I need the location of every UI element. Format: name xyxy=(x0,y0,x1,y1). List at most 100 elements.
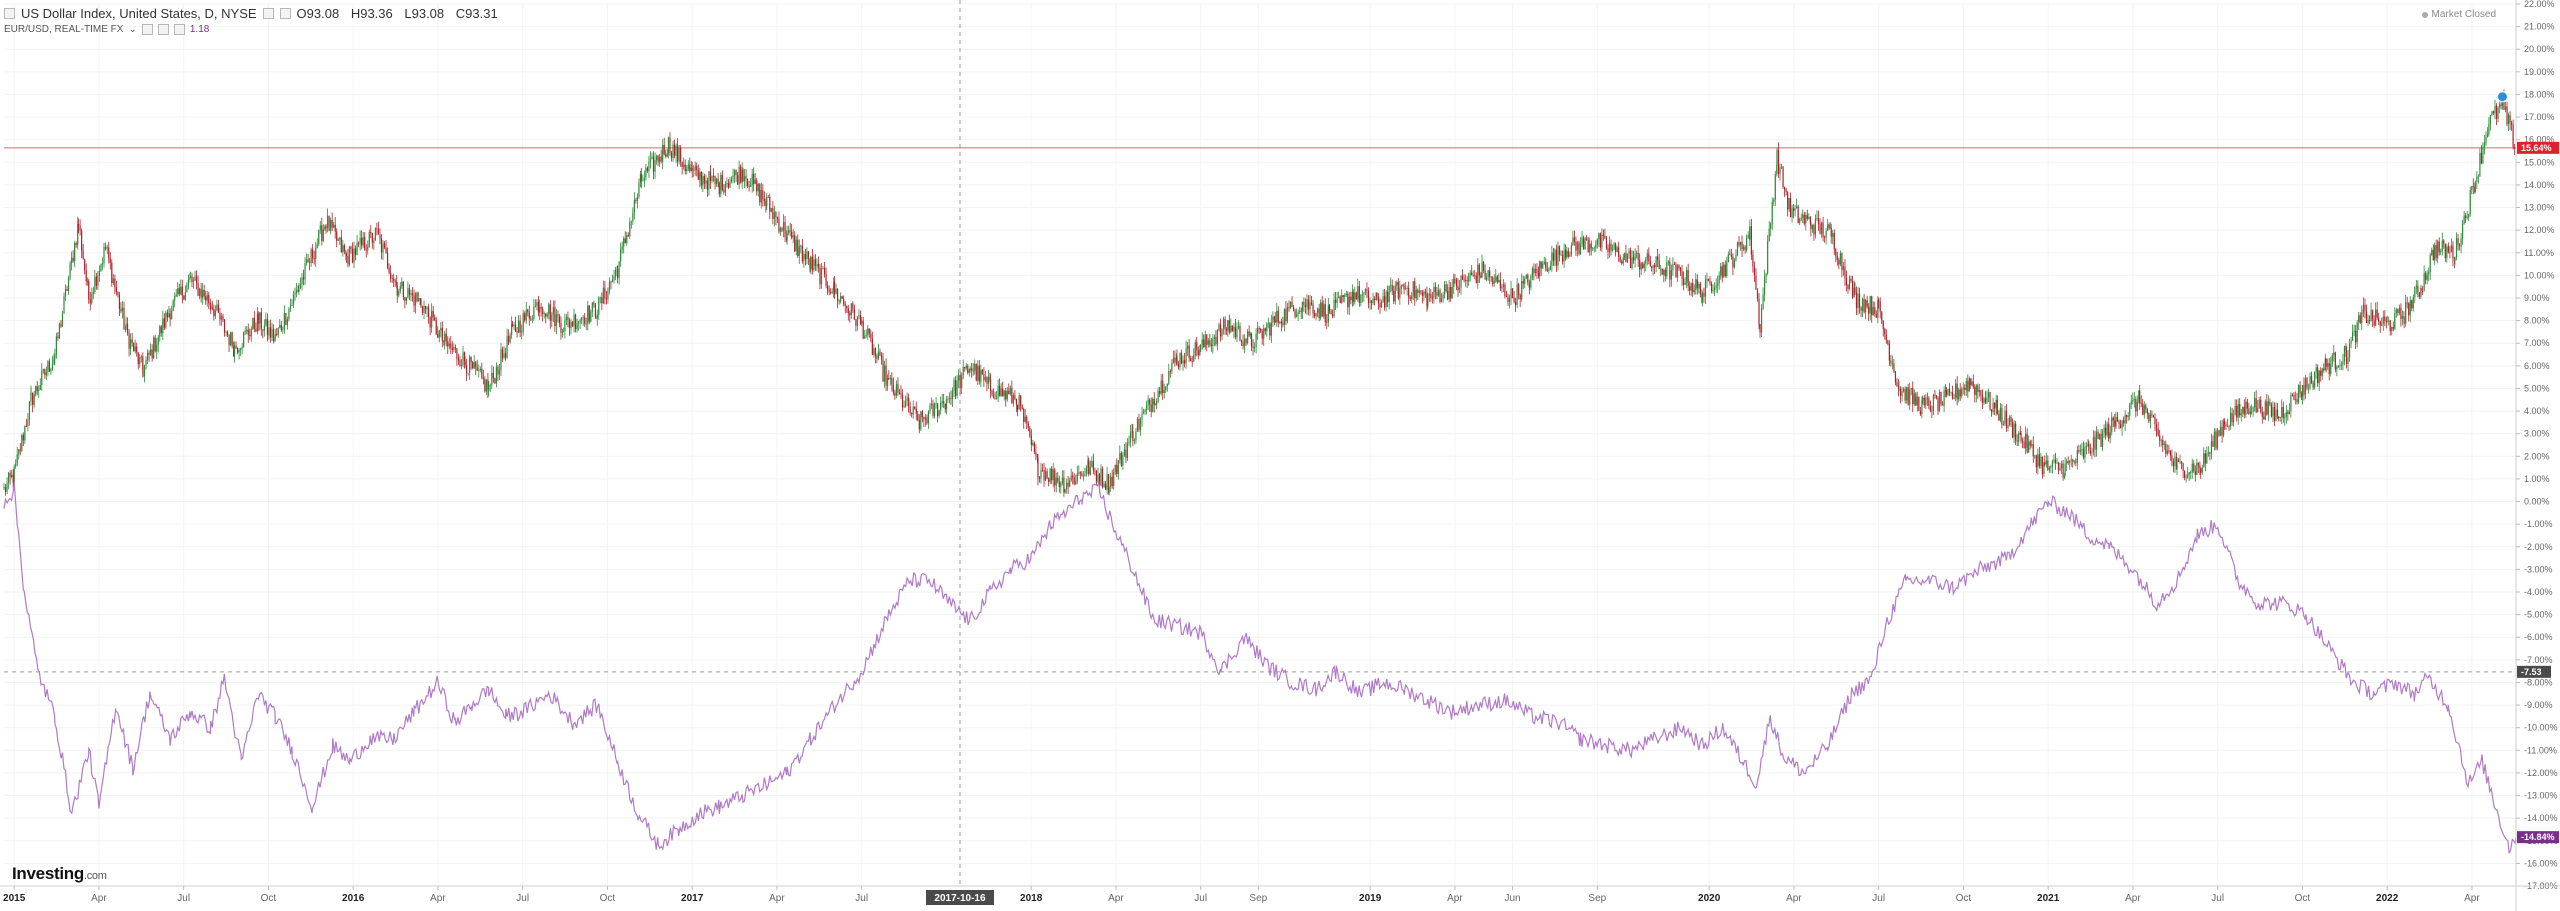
candle-body xyxy=(2212,441,2214,447)
candle-body xyxy=(1839,253,1841,265)
candle-body xyxy=(1297,311,1299,315)
candle-body xyxy=(560,323,562,333)
candle-body xyxy=(859,315,862,324)
value-labels: 15.64%-7.53-14.84% xyxy=(2496,91,2559,844)
candle-body xyxy=(2234,405,2236,416)
series2-label[interactable]: EUR/USD, REAL-TIME FX xyxy=(4,24,124,35)
candle-body xyxy=(831,291,833,293)
candle-body xyxy=(2190,471,2192,473)
candle-body xyxy=(457,358,460,361)
candle-body xyxy=(297,290,299,292)
candle-body xyxy=(1420,290,1422,293)
low-value: L93.08 xyxy=(404,6,445,21)
candle-body xyxy=(543,313,545,315)
candle-body xyxy=(325,226,327,228)
candle-body xyxy=(1578,242,1580,255)
candle-body xyxy=(2225,424,2227,427)
y-tick-label: -9.00% xyxy=(2524,700,2553,710)
candle-body xyxy=(626,235,628,244)
candle-body xyxy=(126,323,129,334)
candle-body xyxy=(1658,260,1660,269)
candle-body xyxy=(652,156,655,172)
candle-body xyxy=(1738,242,1740,246)
candle-body xyxy=(1977,385,1979,392)
candle-body xyxy=(1992,402,1994,412)
candle-body xyxy=(279,324,281,329)
settings-icon[interactable] xyxy=(262,8,274,19)
candle-body xyxy=(1521,281,1523,300)
candle-body xyxy=(994,398,996,399)
candle-body xyxy=(214,310,216,317)
candle-body xyxy=(1303,301,1305,305)
candle-body xyxy=(1191,361,1193,363)
candle-body xyxy=(394,280,396,282)
candle-body xyxy=(1482,261,1485,271)
candle-body xyxy=(2423,272,2425,292)
candle-body xyxy=(1874,307,1876,314)
candle-body xyxy=(900,393,902,395)
candle-body xyxy=(2057,462,2060,471)
candle-body xyxy=(1082,475,1084,477)
candle-body xyxy=(1567,250,1569,257)
candle-body xyxy=(228,334,230,345)
collapse-icon[interactable] xyxy=(4,8,15,19)
candle-body xyxy=(726,182,728,184)
candle-body xyxy=(1358,286,1360,304)
candle-body xyxy=(2312,382,2314,388)
candle-body xyxy=(2145,405,2147,409)
candle-body xyxy=(1765,273,1767,277)
candle-body xyxy=(1461,275,1464,279)
candle-body xyxy=(435,319,437,335)
candle-body xyxy=(1417,289,1419,293)
candle-body xyxy=(1282,323,1284,325)
candle-body xyxy=(2146,408,2148,413)
settings-icon[interactable] xyxy=(157,24,169,35)
eye-icon[interactable] xyxy=(141,24,153,35)
candle-body xyxy=(1515,301,1517,305)
candle-body xyxy=(2483,142,2486,148)
candle-body xyxy=(2019,433,2021,434)
candle-body xyxy=(2179,461,2181,463)
candle-body xyxy=(1187,345,1189,349)
candle-body xyxy=(935,403,937,405)
candle-body xyxy=(28,401,31,420)
candle-body xyxy=(4,487,7,492)
candle-body xyxy=(2368,320,2371,322)
candle-body xyxy=(1183,360,1186,364)
candle-body xyxy=(354,248,357,255)
candle-body xyxy=(1836,256,1838,260)
candle-body xyxy=(1806,215,1808,219)
candle-body xyxy=(2114,420,2116,427)
candle-body xyxy=(715,178,718,185)
candle-body xyxy=(1718,275,1720,284)
investing-logo: Investing.com xyxy=(12,864,107,884)
candle-body xyxy=(1054,469,1056,486)
candle-body xyxy=(1785,189,1787,193)
candle-body xyxy=(1675,264,1677,278)
candle-body xyxy=(540,307,542,309)
candle-body xyxy=(621,246,623,250)
candle-body xyxy=(1634,253,1636,261)
candle-body xyxy=(1273,316,1276,320)
close-icon[interactable] xyxy=(173,24,185,35)
candle-body xyxy=(2218,430,2220,436)
x-tick-label: 2018 xyxy=(1020,893,1043,904)
candle-body xyxy=(1885,334,1887,341)
candle-body xyxy=(1602,234,1605,237)
close-icon[interactable] xyxy=(279,8,291,19)
chevron-down-icon[interactable]: ⌄ xyxy=(128,24,137,35)
candle-body xyxy=(2047,460,2049,470)
candle-body xyxy=(491,372,493,385)
candle-body xyxy=(2108,423,2110,439)
candle-body xyxy=(676,145,679,162)
candle-body xyxy=(1608,243,1611,252)
candle-body xyxy=(778,218,780,232)
candle-body xyxy=(962,366,964,376)
candle-body xyxy=(1257,328,1259,334)
candle-body xyxy=(2266,401,2268,415)
candle-body xyxy=(1261,331,1263,339)
candle-body xyxy=(2347,357,2349,364)
market-status-text: Market Closed xyxy=(2431,9,2496,20)
series-eur-usd xyxy=(3,480,2517,854)
